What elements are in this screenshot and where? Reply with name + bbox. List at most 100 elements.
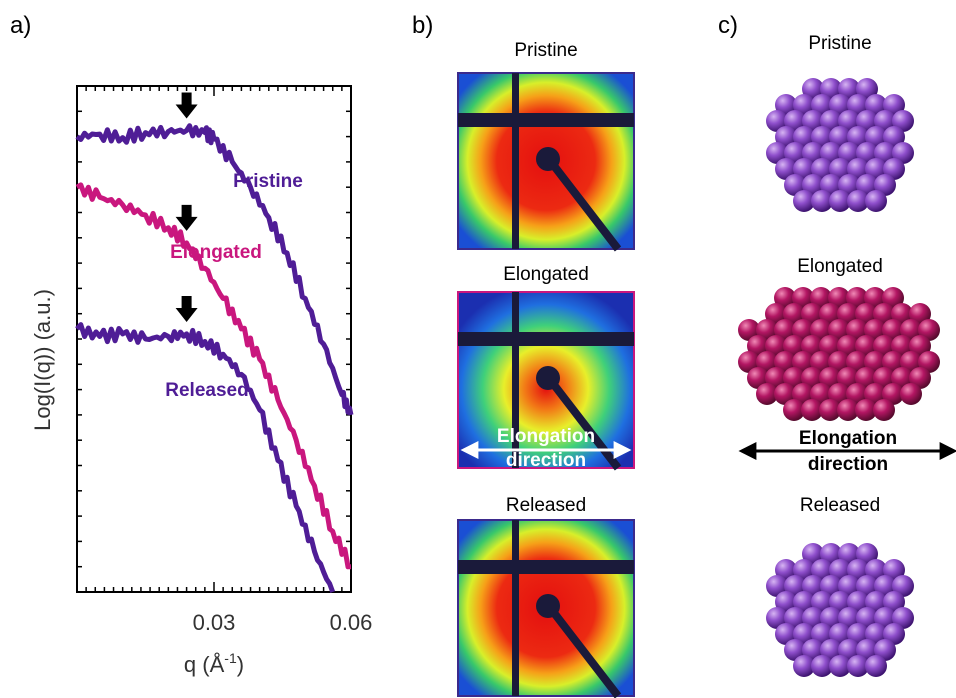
atom-sphere (828, 287, 850, 309)
atom-sphere (811, 655, 833, 677)
saxs-pattern-released (457, 519, 635, 698)
cluster-model-released (766, 543, 914, 677)
atom-sphere (774, 351, 796, 373)
atom-sphere (856, 543, 878, 565)
atom-sphere (864, 319, 886, 341)
saxs-profile-chart: Pristine Elongated Released 0.03 0.06 Log(I… (30, 85, 373, 677)
atom-sphere (775, 591, 797, 613)
peak-arrow-released (175, 295, 198, 322)
atom-sphere (784, 110, 806, 132)
atom-sphere (829, 94, 851, 116)
panel-label-b: b) (412, 12, 434, 39)
atom-sphere (838, 174, 860, 196)
atom-sphere (783, 303, 805, 325)
atom-sphere (838, 543, 860, 565)
x-axis-label-sup: -1 (224, 650, 237, 666)
atom-sphere (882, 319, 904, 341)
atom-sphere (873, 303, 895, 325)
atom-sphere (802, 543, 824, 565)
atom-sphere (838, 639, 860, 661)
atom-sphere (874, 110, 896, 132)
atom-sphere (820, 110, 842, 132)
atom-sphere (883, 94, 905, 116)
atom-sphere (810, 319, 832, 341)
elongation-label-2: direction (506, 450, 586, 471)
atom-sphere (855, 399, 877, 421)
atom-sphere (819, 399, 841, 421)
beamstop-vertical (512, 292, 519, 468)
atom-sphere (900, 383, 922, 405)
atom-sphere (793, 655, 815, 677)
atom-sphere (874, 575, 896, 597)
atom-sphere (775, 94, 797, 116)
atom-sphere (774, 287, 796, 309)
atom-sphere (847, 623, 869, 645)
atom-sphere (775, 158, 797, 180)
atom-sphere (756, 351, 778, 373)
atom-sphere (918, 351, 940, 373)
atom-sphere (909, 367, 931, 389)
atom-sphere (829, 126, 851, 148)
saxs-pattern-elongated: Elongation direction (457, 291, 635, 471)
atom-sphere (793, 559, 815, 581)
x-tick-label: 0.06 (330, 610, 373, 635)
atom-sphere (793, 158, 815, 180)
x-tick-labels: 0.03 0.06 (193, 610, 373, 635)
series-line-pristine (75, 123, 354, 416)
atom-sphere (783, 367, 805, 389)
atom-sphere (801, 367, 823, 389)
atom-sphere (820, 639, 842, 661)
atom-sphere (892, 110, 914, 132)
atom-sphere (829, 623, 851, 645)
series-labels: Pristine Elongated Released (165, 171, 303, 401)
atom-sphere (892, 142, 914, 164)
atom-sphere (883, 126, 905, 148)
beamstop-disc (536, 147, 560, 171)
atom-sphere (775, 559, 797, 581)
atom-sphere (802, 142, 824, 164)
atom-sphere (882, 383, 904, 405)
atom-sphere (774, 383, 796, 405)
beamstop-arm (544, 155, 622, 252)
atom-sphere (756, 383, 778, 405)
atom-sphere (820, 543, 842, 565)
peak-arrow-elongated (175, 204, 198, 231)
y-axis-label: Log(I(q)) (a.u.) (30, 289, 55, 431)
atom-sphere (856, 142, 878, 164)
atom-sphere (900, 319, 922, 341)
atom-sphere (847, 655, 869, 677)
atom-sphere (793, 126, 815, 148)
atom-sphere (811, 94, 833, 116)
atom-sphere (811, 158, 833, 180)
atom-sphere (855, 335, 877, 357)
cluster-model-pristine (766, 78, 914, 212)
atom-sphere (865, 559, 887, 581)
series-label-pristine: Pristine (233, 171, 303, 192)
x-axis-label: q (Å-1) (184, 650, 244, 677)
atom-sphere (756, 319, 778, 341)
atom-sphere (855, 303, 877, 325)
series-line-released (75, 322, 336, 593)
atom-sphere (874, 607, 896, 629)
atom-sphere (819, 303, 841, 325)
atom-sphere (883, 559, 905, 581)
atom-sphere (873, 399, 895, 421)
series-layer (75, 123, 354, 593)
atom-sphere (865, 623, 887, 645)
atom-sphere (775, 623, 797, 645)
atom-sphere (874, 142, 896, 164)
atom-sphere (865, 126, 887, 148)
atom-sphere (873, 367, 895, 389)
atom-sphere (811, 126, 833, 148)
atom-sphere (820, 575, 842, 597)
series-label-released: Released (165, 380, 248, 401)
atom-sphere (801, 335, 823, 357)
saxs-caption-elongated: Elongated (503, 264, 589, 285)
atom-sphere (811, 190, 833, 212)
atom-sphere (802, 110, 824, 132)
atom-sphere (837, 335, 859, 357)
atom-sphere (766, 607, 788, 629)
atom-sphere (819, 367, 841, 389)
model-elongation-label-2: direction (808, 454, 888, 475)
atom-sphere (856, 78, 878, 100)
